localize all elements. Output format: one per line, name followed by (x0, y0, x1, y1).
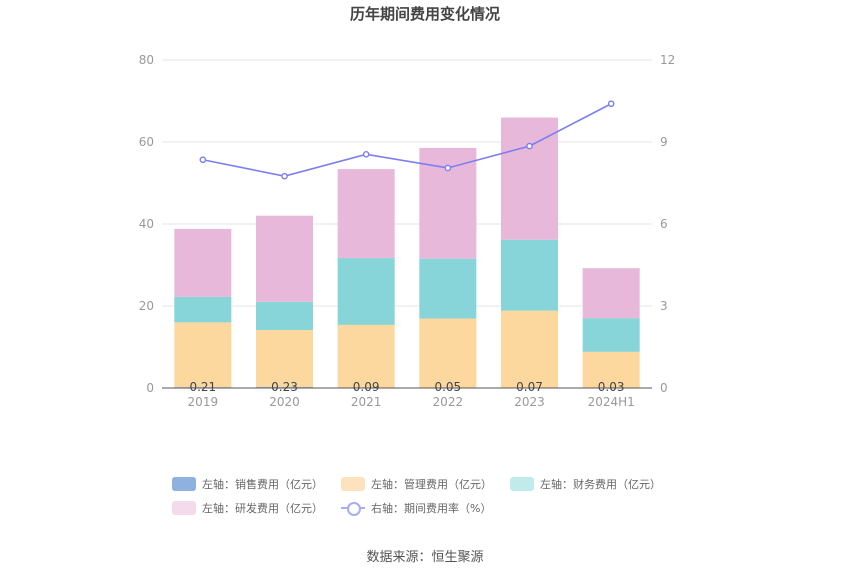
legend-row-1: 左轴：销售费用（亿元） 左轴：管理费用（亿元） 左轴：财务费用（亿元） (172, 472, 692, 496)
bar-admin-3 (419, 318, 477, 388)
bar-finance-3 (419, 258, 477, 319)
bar-label-4: 0.07 (516, 380, 543, 394)
y-right-tick-label-0: 0 (660, 381, 668, 395)
bar-rnd-5 (582, 268, 640, 319)
bar-admin-0 (174, 322, 232, 388)
bar-finance-2 (337, 258, 395, 325)
y-right-tick-label-4: 12 (660, 53, 675, 67)
x-tick-label-2: 2021 (351, 395, 382, 409)
legend-label-sales: 左轴：销售费用（亿元） (202, 478, 323, 491)
legend-swatch-admin (341, 477, 365, 491)
legend-item-rnd[interactable]: 左轴：研发费用（亿元） (172, 500, 323, 516)
legend-swatch-sales (172, 477, 196, 491)
bar-label-1: 0.23 (271, 380, 298, 394)
y-left-tick-label-4: 80 (139, 53, 154, 67)
bar-finance-4 (501, 239, 558, 311)
bar-admin-4 (501, 310, 558, 388)
legend-swatch-expense-rate (341, 501, 365, 516)
legend-item-expense-rate[interactable]: 右轴：期间费用率（%） (341, 500, 491, 516)
expense-rate-line (202, 103, 612, 177)
x-tick-label-4: 2023 (514, 395, 545, 409)
x-tick-label-3: 2022 (433, 395, 464, 409)
legend-label-finance: 左轴：财务费用（亿元） (540, 478, 661, 491)
bar-admin-1 (256, 330, 313, 388)
legend-row-2: 左轴：研发费用（亿元） 右轴：期间费用率（%） (172, 496, 692, 520)
y-left-tick-label-0: 0 (146, 381, 154, 395)
bar-rnd-0 (174, 228, 232, 297)
x-tick-label-5: 2024H1 (588, 395, 635, 409)
legend-label-rnd: 左轴：研发费用（亿元） (202, 502, 323, 515)
legend-item-admin[interactable]: 左轴：管理费用（亿元） (341, 476, 492, 492)
data-source: 数据来源：恒生聚源 (366, 550, 484, 565)
bar-finance-5 (582, 318, 640, 352)
bar-label-0: 0.21 (189, 380, 216, 394)
bar-finance-0 (174, 296, 232, 323)
chart-area: 历年期间费用变化情况 0 20 40 60 80 0 3 6 9 12 0.21 0.23 0.09 0.0… (139, 5, 676, 409)
bar-admin-5 (582, 351, 640, 388)
bar-rnd-2 (337, 169, 395, 259)
y-left-tick-label-3: 60 (139, 135, 154, 149)
expense-rate-point-4 (526, 142, 533, 150)
legend-label-expense-rate: 右轴：期间费用率（%） (371, 502, 492, 515)
x-tick-label-0: 2019 (188, 395, 219, 409)
bar-admin-2 (337, 324, 395, 388)
legend-item-sales[interactable]: 左轴：销售费用（亿元） (172, 476, 323, 492)
expense-rate-point-5 (607, 100, 615, 108)
expense-rate-point-0 (199, 156, 207, 164)
legend-swatch-finance (510, 477, 534, 491)
bar-finance-1 (256, 301, 313, 331)
legend-label-admin: 左轴：管理费用（亿元） (371, 478, 492, 491)
bar-rnd-4 (501, 117, 558, 240)
y-left-tick-label-1: 20 (139, 299, 154, 313)
expense-rate-point-2 (362, 150, 370, 158)
expense-rate-point-3 (444, 164, 452, 172)
legend-item-finance[interactable]: 左轴：财务费用（亿元） (510, 476, 661, 492)
y-right-tick-label-3: 9 (660, 135, 668, 149)
bar-rnd-1 (256, 215, 313, 302)
bar-label-3: 0.05 (434, 380, 461, 394)
chart-title: 历年期间费用变化情况 (350, 5, 500, 23)
y-left-tick-label-2: 40 (139, 217, 154, 231)
bar-label-2: 0.09 (353, 380, 380, 394)
y-right-tick-label-1: 3 (660, 299, 668, 313)
x-tick-label-1: 2020 (269, 395, 300, 409)
expense-rate-point-1 (281, 172, 288, 180)
legend: 左轴：销售费用（亿元） 左轴：管理费用（亿元） 左轴：财务费用（亿元） 左轴：研… (172, 472, 692, 520)
bar-label-5: 0.03 (598, 380, 625, 394)
y-right-tick-label-2: 6 (660, 217, 668, 231)
legend-swatch-rnd (172, 501, 196, 515)
